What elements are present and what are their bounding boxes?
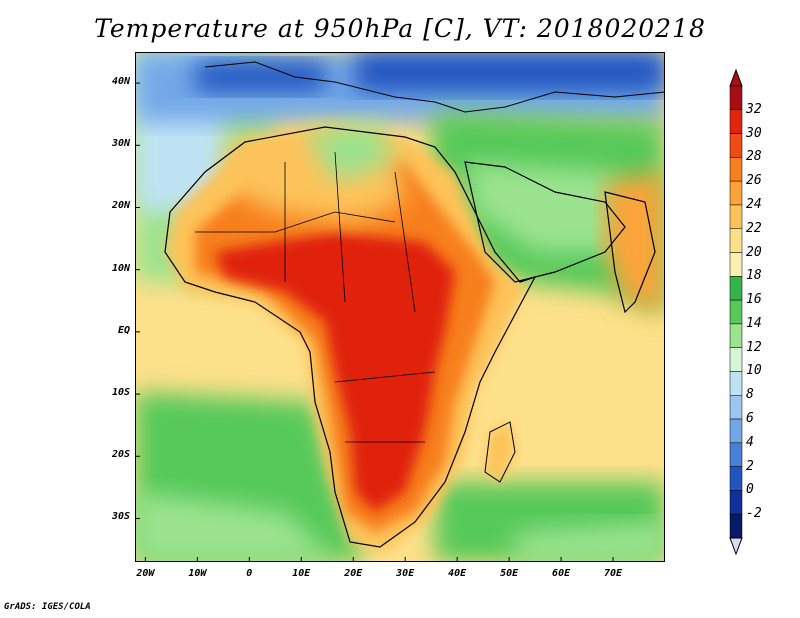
lon-tick-label: 40E <box>448 568 467 579</box>
colorbar: 32 30 28 26 24 22 20 18 16 14 12 10 8 6 4 2 0 -2 <box>726 62 796 562</box>
africa-coastline <box>164 126 537 548</box>
lon-tick-label: 20E <box>344 568 363 579</box>
colorbar-band <box>729 228 743 253</box>
colorbar-level-label: 8 <box>746 387 754 403</box>
colorbar-band <box>729 133 743 158</box>
colorbar-band <box>729 418 743 444</box>
colorbar-level-label: 2 <box>746 458 754 474</box>
colorbar-level-label: 32 <box>746 101 762 117</box>
country-borders <box>195 151 436 443</box>
colorbar-level-label: -2 <box>746 506 762 522</box>
colorbar-level-label: 18 <box>746 268 762 284</box>
colorbar-graphic <box>729 68 743 556</box>
colorbar-level-label: 10 <box>746 363 762 379</box>
colorbar-band <box>729 323 743 348</box>
south-indian-cool <box>515 522 665 562</box>
colorbar-band <box>729 513 743 539</box>
colorbar-band <box>729 466 743 491</box>
colorbar-level-label: 24 <box>746 196 762 212</box>
colorbar-low-cap <box>729 537 743 556</box>
colorbar-band <box>729 347 743 372</box>
arabia-coastline <box>464 161 626 283</box>
map-frame <box>135 52 665 562</box>
colorbar-band <box>729 442 743 467</box>
colorbar-level-label: 4 <box>746 434 754 450</box>
tick-marks <box>135 82 614 562</box>
lat-tick-label: 20S <box>111 449 130 461</box>
colorbar-level-label: 28 <box>746 149 762 165</box>
map-area: 40N 30N 20N 10N EQ 10S 20S 30S 20W 10W 0 10E 20E 30E… <box>112 52 665 579</box>
lon-tick-label: 0 <box>246 568 253 579</box>
colorbar-high-cap <box>729 68 743 87</box>
colorbar-level-label: 20 <box>746 244 762 260</box>
colorbar-level-label: 14 <box>746 315 762 331</box>
lon-tick-label: 10W <box>188 568 207 579</box>
colorbar-level-label: 6 <box>746 411 754 427</box>
colorbar-level-label: 22 <box>746 220 762 236</box>
colorbar-band <box>729 490 743 515</box>
colorbar-band <box>729 85 743 111</box>
colorbar-band <box>729 180 743 206</box>
lat-tick-label: 10N <box>111 262 130 274</box>
lon-tick-label: 70E <box>604 568 623 579</box>
colorbar-level-label: 30 <box>746 125 762 141</box>
arabia-light <box>465 162 625 252</box>
europe-coastline <box>204 61 665 113</box>
temperature-map <box>135 52 665 562</box>
colorbar-band <box>729 276 743 301</box>
colorbar-band <box>729 157 743 182</box>
iberia-cold <box>195 62 325 92</box>
lon-tick-label: 10E <box>292 568 311 579</box>
colorbar-level-label: 26 <box>746 173 762 189</box>
libya-green <box>305 122 395 182</box>
credit-text: GrADS: IGES/COLA <box>4 602 91 612</box>
lon-tick-label: 60E <box>552 568 571 579</box>
lon-tick-label: 30E <box>396 568 415 579</box>
colorbar-band <box>729 204 743 229</box>
north-very-cold <box>355 52 665 92</box>
colorbar-level-label: 16 <box>746 292 762 308</box>
lat-tick-label: EQ <box>117 324 130 336</box>
india-warm <box>605 172 665 312</box>
map-title: Temperature at 950hPa [C], VT: 201802021… <box>94 14 706 43</box>
india-coastline <box>604 191 656 314</box>
lat-tick-label: 40N <box>111 76 130 88</box>
colorbar-band <box>729 371 743 396</box>
madagascar-coastline <box>484 421 516 483</box>
colorbar-band <box>729 252 743 277</box>
lon-tick-label: 50E <box>500 568 519 579</box>
colorbar-band <box>729 395 743 420</box>
lat-tick-label: 10S <box>111 387 130 399</box>
lat-tick-label: 30N <box>111 138 130 150</box>
lon-tick-label: 20W <box>136 568 155 579</box>
colorbar-level-label: 12 <box>746 339 762 355</box>
colorbar-band <box>729 299 743 325</box>
lat-tick-label: 20N <box>111 200 130 212</box>
south-atlantic-cool <box>135 492 335 562</box>
lat-tick-label: 30S <box>111 511 130 523</box>
colorbar-band <box>729 109 743 134</box>
colorbar-level-label: 0 <box>746 482 754 498</box>
